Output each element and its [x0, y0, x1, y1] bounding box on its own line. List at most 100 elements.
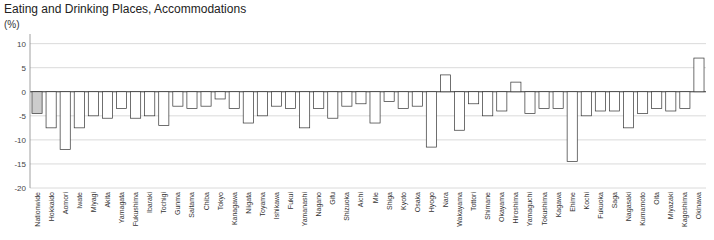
bar: [356, 92, 366, 104]
x-tick-label: Hiroshima: [512, 192, 519, 224]
x-tick-label: Fukuoka: [597, 192, 604, 219]
bar: [398, 92, 408, 109]
x-tick-label: Kagoshima: [681, 192, 689, 227]
bar: [271, 92, 281, 106]
bar: [285, 92, 295, 109]
y-tick-label: 5: [22, 64, 27, 73]
bar: [581, 92, 591, 116]
bar: [609, 92, 619, 111]
y-tick-label: -15: [14, 160, 26, 169]
y-tick-label: -5: [19, 112, 27, 121]
x-tick-label: Ibaraki: [146, 192, 153, 213]
bars: [32, 58, 704, 161]
x-tick-label: Yamaguchi: [526, 192, 534, 227]
x-tick-label: Aichi: [357, 192, 364, 208]
bar: [426, 92, 436, 147]
x-tick-label: Kyoto: [400, 192, 408, 210]
grid-line: [30, 163, 706, 164]
x-tick-label: Hyogo: [428, 192, 436, 212]
x-tick-label: Okinawa: [695, 192, 702, 219]
x-tick-label: Tochigi: [160, 192, 168, 214]
bar: [342, 92, 352, 106]
x-tick-label: Chiba: [203, 192, 210, 210]
bar: [539, 92, 549, 109]
x-tick-label: Yamanashi: [301, 192, 308, 227]
bar: [131, 92, 141, 118]
x-tick-label: Tokyo: [217, 192, 225, 210]
x-tick-label: Hokkaido: [48, 192, 55, 221]
x-tick-label: Kumamoto: [639, 192, 646, 226]
x-tick-label: Shiga: [386, 192, 394, 210]
bar: [201, 92, 211, 106]
x-tick-label: Tottori: [470, 192, 477, 212]
x-tick-label: Shizuoka: [343, 192, 350, 221]
x-tick-label: Miyagi: [90, 192, 98, 213]
bar: [511, 82, 521, 92]
grid-line: [30, 67, 706, 68]
x-tick-label: Shimane: [484, 192, 491, 220]
bar: [102, 92, 112, 118]
bar: [328, 92, 338, 118]
x-tick-label: Saitama: [188, 192, 195, 218]
bar: [370, 92, 380, 123]
x-tick-label: Toyama: [259, 192, 267, 217]
bar: [412, 92, 422, 106]
x-tick-label: Kanagawa: [231, 192, 239, 225]
bar: [60, 92, 70, 150]
x-tick-label: Nara: [442, 192, 449, 207]
bar: [454, 92, 464, 131]
x-tick-label: Yamagata: [118, 192, 126, 223]
x-tick-label: Nagano: [315, 192, 323, 217]
bar: [145, 92, 155, 116]
bar: [159, 92, 169, 126]
bar: [243, 92, 253, 123]
x-tick-label: Saga: [611, 192, 619, 208]
x-tick-label: Gunma: [174, 192, 181, 215]
bar: [88, 92, 98, 116]
x-tick-label: Kochi: [583, 192, 590, 210]
grid: [30, 44, 706, 188]
grid-line: [30, 139, 706, 140]
x-tick-label: Aomori: [62, 192, 69, 215]
bar: [666, 92, 676, 111]
x-tick-label: Ishikawa: [273, 192, 280, 219]
y-tick-label: -20: [14, 184, 26, 193]
bar: [46, 92, 56, 128]
y-axis-label: (%): [4, 19, 20, 30]
x-tick-label: Mie: [372, 192, 379, 203]
bar: [680, 92, 690, 109]
x-tick-label: Ehime: [569, 192, 576, 212]
bar: [694, 58, 704, 92]
bar: [483, 92, 493, 116]
bar: [595, 92, 605, 111]
title: Eating and Drinking Places, Accommodatio…: [4, 2, 246, 16]
bar: [74, 92, 84, 128]
bar: [32, 92, 42, 114]
x-tick-label: Tokushima: [541, 192, 548, 226]
grid-line: [30, 188, 706, 189]
x-tick-label: Akita: [104, 192, 111, 208]
bar: [567, 92, 577, 162]
bar: [173, 92, 183, 106]
x-tick-label: Niigata: [245, 192, 253, 214]
x-tick-label: Miyazaki: [667, 192, 675, 220]
x-tick-label: Okayama: [498, 192, 506, 222]
x-tick-label: Fukushima: [132, 192, 139, 226]
bar: [638, 92, 648, 114]
bar: [623, 92, 633, 128]
y-axis: [30, 34, 31, 188]
bar: [314, 92, 324, 109]
bar: [497, 92, 507, 111]
bar: [525, 92, 535, 114]
grid-line: [30, 43, 706, 44]
bar: [652, 92, 662, 109]
x-tick-label: Oita: [653, 192, 660, 205]
x-tick-label: Iwate: [76, 192, 83, 209]
y-tick-label: -10: [14, 136, 26, 145]
x-tick-label: Gifu: [329, 192, 336, 205]
bar: [469, 92, 479, 104]
bar: [300, 92, 310, 128]
bar: [187, 92, 197, 109]
bar: [384, 92, 394, 102]
y-tick-label: 0: [22, 88, 27, 97]
